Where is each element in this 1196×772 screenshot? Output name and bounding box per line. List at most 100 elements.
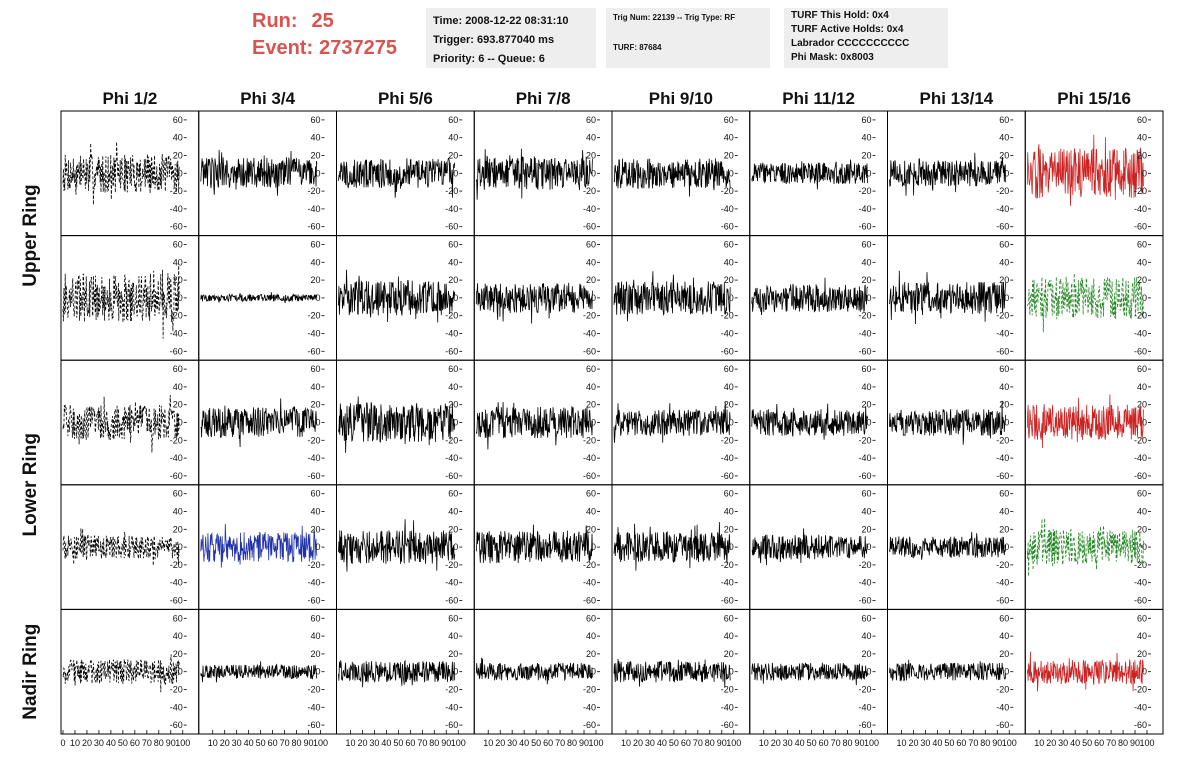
y-tick-label: 20 [1137, 151, 1147, 161]
x-tick-label: 50 [393, 738, 403, 748]
column-header: Phi 9/10 [649, 89, 713, 108]
y-tick-label: 0 [591, 168, 596, 178]
y-tick-label: 0 [729, 293, 734, 303]
y-tick-label: 60 [1137, 489, 1147, 499]
y-tick-label: 40 [999, 507, 1009, 517]
y-tick-label: 20 [586, 275, 596, 285]
y-tick-label: -20 [858, 560, 871, 570]
x-tick-label: 30 [369, 738, 379, 748]
y-tick-label: 20 [861, 275, 871, 285]
y-tick-label: -60 [583, 222, 596, 232]
y-tick-label: -40 [445, 702, 458, 712]
y-tick-label: 0 [866, 418, 871, 428]
y-tick-label: 20 [1137, 400, 1147, 410]
y-tick-label: 40 [999, 382, 1009, 392]
y-tick-label: -20 [858, 685, 871, 695]
time-info-box: Time: 2008-12-22 08:31:10 Trigger: 693.8… [426, 8, 596, 68]
column-header: Phi 7/8 [516, 89, 571, 108]
y-tick-label: -40 [307, 204, 320, 214]
run-event-box: Run: 25 Event: 2737275 [252, 8, 397, 62]
x-tick-label: 40 [1070, 738, 1080, 748]
y-tick-label: -60 [721, 720, 734, 730]
y-tick-label: 0 [1004, 542, 1009, 552]
y-tick-label: 0 [315, 418, 320, 428]
x-tick-label: 90 [441, 738, 451, 748]
x-tick-label: 20 [1046, 738, 1056, 748]
waveform-trace [613, 158, 731, 197]
x-tick-label: 20 [908, 738, 918, 748]
event-row: Event: 2737275 [252, 35, 397, 62]
x-tick-label: 30 [920, 738, 930, 748]
y-tick-label: 0 [178, 293, 183, 303]
y-tick-label: 60 [586, 115, 596, 125]
x-tick-label: 100 [864, 738, 879, 748]
waveform-trace [200, 661, 318, 683]
y-tick-label: -60 [858, 720, 871, 730]
x-tick-label: 100 [588, 738, 603, 748]
x-tick-label: 30 [645, 738, 655, 748]
y-tick-label: -40 [1134, 578, 1147, 588]
y-tick-label: 40 [724, 133, 734, 143]
y-tick-label: 60 [173, 489, 183, 499]
y-tick-label: 60 [999, 613, 1009, 623]
y-tick-label: -40 [996, 578, 1009, 588]
y-tick-label: 0 [1142, 542, 1147, 552]
y-tick-label: 0 [1004, 293, 1009, 303]
y-tick-label: -20 [858, 311, 871, 321]
x-tick-label: 10 [345, 738, 355, 748]
waveform-trace [62, 141, 180, 205]
y-tick-label: 40 [1137, 382, 1147, 392]
turf-active-line: TURF Active Holds: 0x4 [791, 24, 904, 35]
y-tick-label: -60 [1134, 346, 1147, 356]
y-tick-label: 40 [586, 133, 596, 143]
y-tick-label: 60 [310, 240, 320, 250]
y-tick-label: -20 [1134, 435, 1147, 445]
y-tick-label: -60 [1134, 222, 1147, 232]
y-tick-label: 40 [724, 257, 734, 267]
waveform-trace [62, 654, 180, 693]
y-tick-label: -40 [307, 453, 320, 463]
y-tick-label: 0 [315, 667, 320, 677]
x-tick-label: 30 [1058, 738, 1068, 748]
y-tick-label: 20 [173, 151, 183, 161]
column-header: Phi 15/16 [1057, 89, 1131, 108]
y-tick-label: -20 [307, 435, 320, 445]
x-tick-label: 100 [451, 738, 466, 748]
y-tick-label: -40 [170, 204, 183, 214]
y-tick-label: -60 [170, 346, 183, 356]
y-tick-label: 0 [178, 667, 183, 677]
y-tick-label: -20 [170, 435, 183, 445]
y-tick-label: -40 [583, 329, 596, 339]
x-tick-label: 20 [495, 738, 505, 748]
x-tick-label: 70 [417, 738, 427, 748]
y-tick-label: 40 [861, 257, 871, 267]
y-tick-label: -20 [583, 435, 596, 445]
y-tick-label: 0 [591, 293, 596, 303]
y-tick-label: -20 [996, 311, 1009, 321]
y-tick-label: 0 [591, 542, 596, 552]
waveform-trace [475, 524, 593, 564]
waveform-trace [338, 396, 456, 453]
x-tick-label: 90 [992, 738, 1002, 748]
waveform-trace [338, 157, 456, 198]
y-tick-label: -40 [170, 329, 183, 339]
y-tick-label: -60 [583, 471, 596, 481]
y-tick-label: 60 [861, 240, 871, 250]
y-tick-label: 60 [310, 115, 320, 125]
waveform-trace [200, 292, 318, 304]
run-value: 25 [311, 10, 334, 32]
y-tick-label: 0 [591, 667, 596, 677]
y-tick-label: 60 [448, 115, 458, 125]
waveform-trace [1026, 394, 1144, 449]
x-tick-label: 60 [405, 738, 415, 748]
y-tick-label: 20 [173, 400, 183, 410]
x-tick-label: 50 [256, 738, 266, 748]
y-tick-label: 20 [861, 524, 871, 534]
y-tick-label: -60 [996, 222, 1009, 232]
y-tick-label: 60 [999, 364, 1009, 374]
y-tick-label: -40 [1134, 702, 1147, 712]
y-tick-label: -60 [721, 471, 734, 481]
y-tick-label: 60 [724, 240, 734, 250]
x-tick-label: 40 [106, 738, 116, 748]
y-tick-label: 40 [861, 382, 871, 392]
